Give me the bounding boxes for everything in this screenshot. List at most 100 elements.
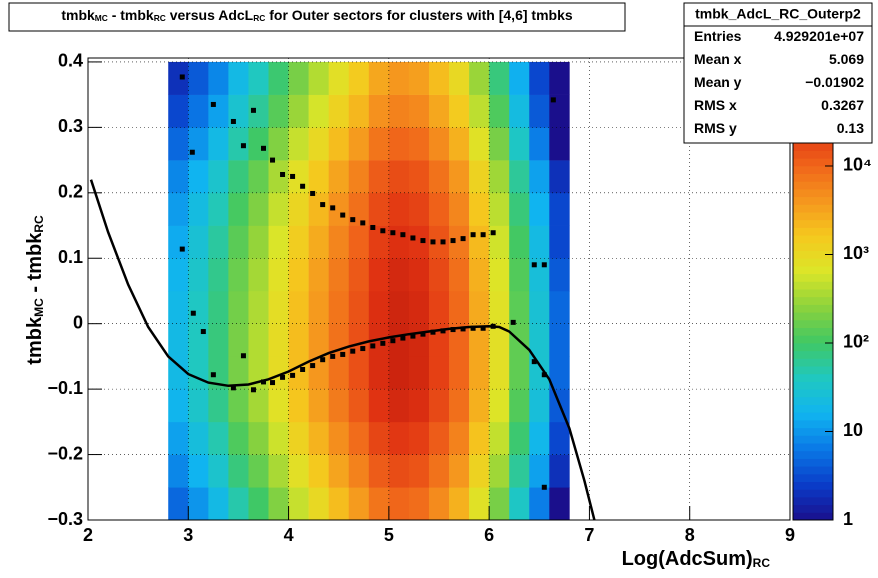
heat-cell	[368, 225, 390, 259]
heat-cell	[228, 192, 249, 226]
colorbar-step	[793, 350, 833, 359]
y-tick-label: 0.2	[58, 182, 83, 202]
heat-cell	[348, 454, 370, 488]
heat-cell	[549, 258, 570, 292]
heat-cell	[288, 192, 309, 226]
heat-cell	[408, 421, 430, 455]
heat-cell	[388, 389, 410, 423]
heat-cell	[188, 61, 209, 95]
heat-cell	[228, 290, 249, 324]
colorbar-step	[793, 150, 833, 159]
stats-value: −0.01902	[805, 74, 864, 90]
profile-point	[250, 107, 256, 113]
profile-point	[310, 363, 316, 369]
heat-cell	[228, 258, 249, 292]
colorbar-step	[793, 296, 833, 305]
heat-cell	[549, 225, 570, 259]
heat-cell	[348, 356, 370, 390]
heat-cell	[509, 290, 530, 324]
heat-cell	[168, 225, 189, 259]
x-label-parts: Log(AdcSum)RC	[622, 548, 771, 570]
heat-cell	[388, 61, 410, 95]
heat-cell	[489, 127, 510, 161]
heat-cell	[248, 225, 269, 259]
heat-cell	[248, 127, 269, 161]
heat-cell	[168, 61, 189, 95]
profile-point	[300, 366, 306, 372]
heat-cell	[449, 127, 470, 161]
heat-cell	[529, 323, 550, 357]
heat-cell	[168, 127, 189, 161]
heat-cell	[388, 421, 410, 455]
profile-point	[531, 262, 537, 268]
heat-cell	[489, 454, 510, 488]
heat-cell	[348, 225, 370, 259]
heat-cell	[228, 127, 249, 161]
heat-cell	[368, 127, 390, 161]
heat-cell	[288, 487, 309, 521]
profile-point	[230, 385, 236, 391]
heat-cell	[348, 258, 370, 292]
heat-cell	[328, 94, 350, 128]
heat-cell	[469, 323, 490, 357]
colorbar-step	[793, 473, 833, 482]
heat-cell	[408, 160, 430, 194]
heat-cell	[469, 225, 490, 259]
heat-cell	[228, 356, 249, 390]
heat-cell	[509, 487, 530, 521]
colorbar-step	[793, 158, 833, 167]
heat-cell	[368, 454, 390, 488]
heat-cell	[348, 94, 370, 128]
heat-cell	[188, 225, 209, 259]
heat-cell	[208, 421, 229, 455]
profile-point	[510, 319, 516, 325]
profile-point	[460, 236, 466, 242]
colorbar-step	[793, 427, 833, 436]
text-part: Log(AdcSum)	[622, 548, 753, 570]
heat-cell	[408, 323, 430, 357]
heat-cell	[469, 454, 490, 488]
profile-point	[470, 232, 476, 238]
heat-cell	[529, 127, 550, 161]
colorbar-step	[793, 142, 833, 151]
profile-point	[240, 353, 246, 359]
colorbar-step	[793, 219, 833, 228]
heat-cell	[248, 61, 269, 95]
heat-cell	[188, 290, 209, 324]
y-label-parts: tmbkMC - tmbkRC	[24, 215, 46, 365]
heat-cell	[288, 94, 309, 128]
profile-point	[410, 235, 416, 241]
colorbar-step	[793, 512, 833, 521]
text-part: versus AdcL	[166, 7, 254, 23]
profile-point	[280, 171, 286, 177]
heat-cell	[469, 61, 490, 95]
heat-cell	[428, 225, 450, 259]
heat-cell	[348, 389, 370, 423]
profile-point	[179, 74, 185, 80]
x-tick-label: 8	[685, 525, 695, 545]
heat-cell	[368, 290, 390, 324]
colorbar-step	[793, 165, 833, 174]
heat-cell	[549, 487, 570, 521]
heat-cell	[529, 389, 550, 423]
heat-cell	[208, 454, 229, 488]
heat-cell	[248, 290, 269, 324]
colorbar-step	[793, 304, 833, 313]
heat-cell	[268, 290, 289, 324]
heat-cell	[268, 127, 289, 161]
profile-point	[320, 357, 326, 363]
heat-cell	[188, 487, 209, 521]
heat-cell	[388, 94, 410, 128]
heat-cell	[208, 258, 229, 292]
heat-cell	[188, 389, 209, 423]
heat-cell	[469, 94, 490, 128]
profile-point	[320, 202, 326, 208]
heat-cell	[408, 258, 430, 292]
heat-cell	[208, 290, 229, 324]
colorbar-step	[793, 289, 833, 298]
heat-cell	[248, 94, 269, 128]
heat-cell	[288, 389, 309, 423]
heat-cell	[489, 160, 510, 194]
text-part: - tmbk	[24, 232, 46, 298]
heat-cell	[509, 421, 530, 455]
